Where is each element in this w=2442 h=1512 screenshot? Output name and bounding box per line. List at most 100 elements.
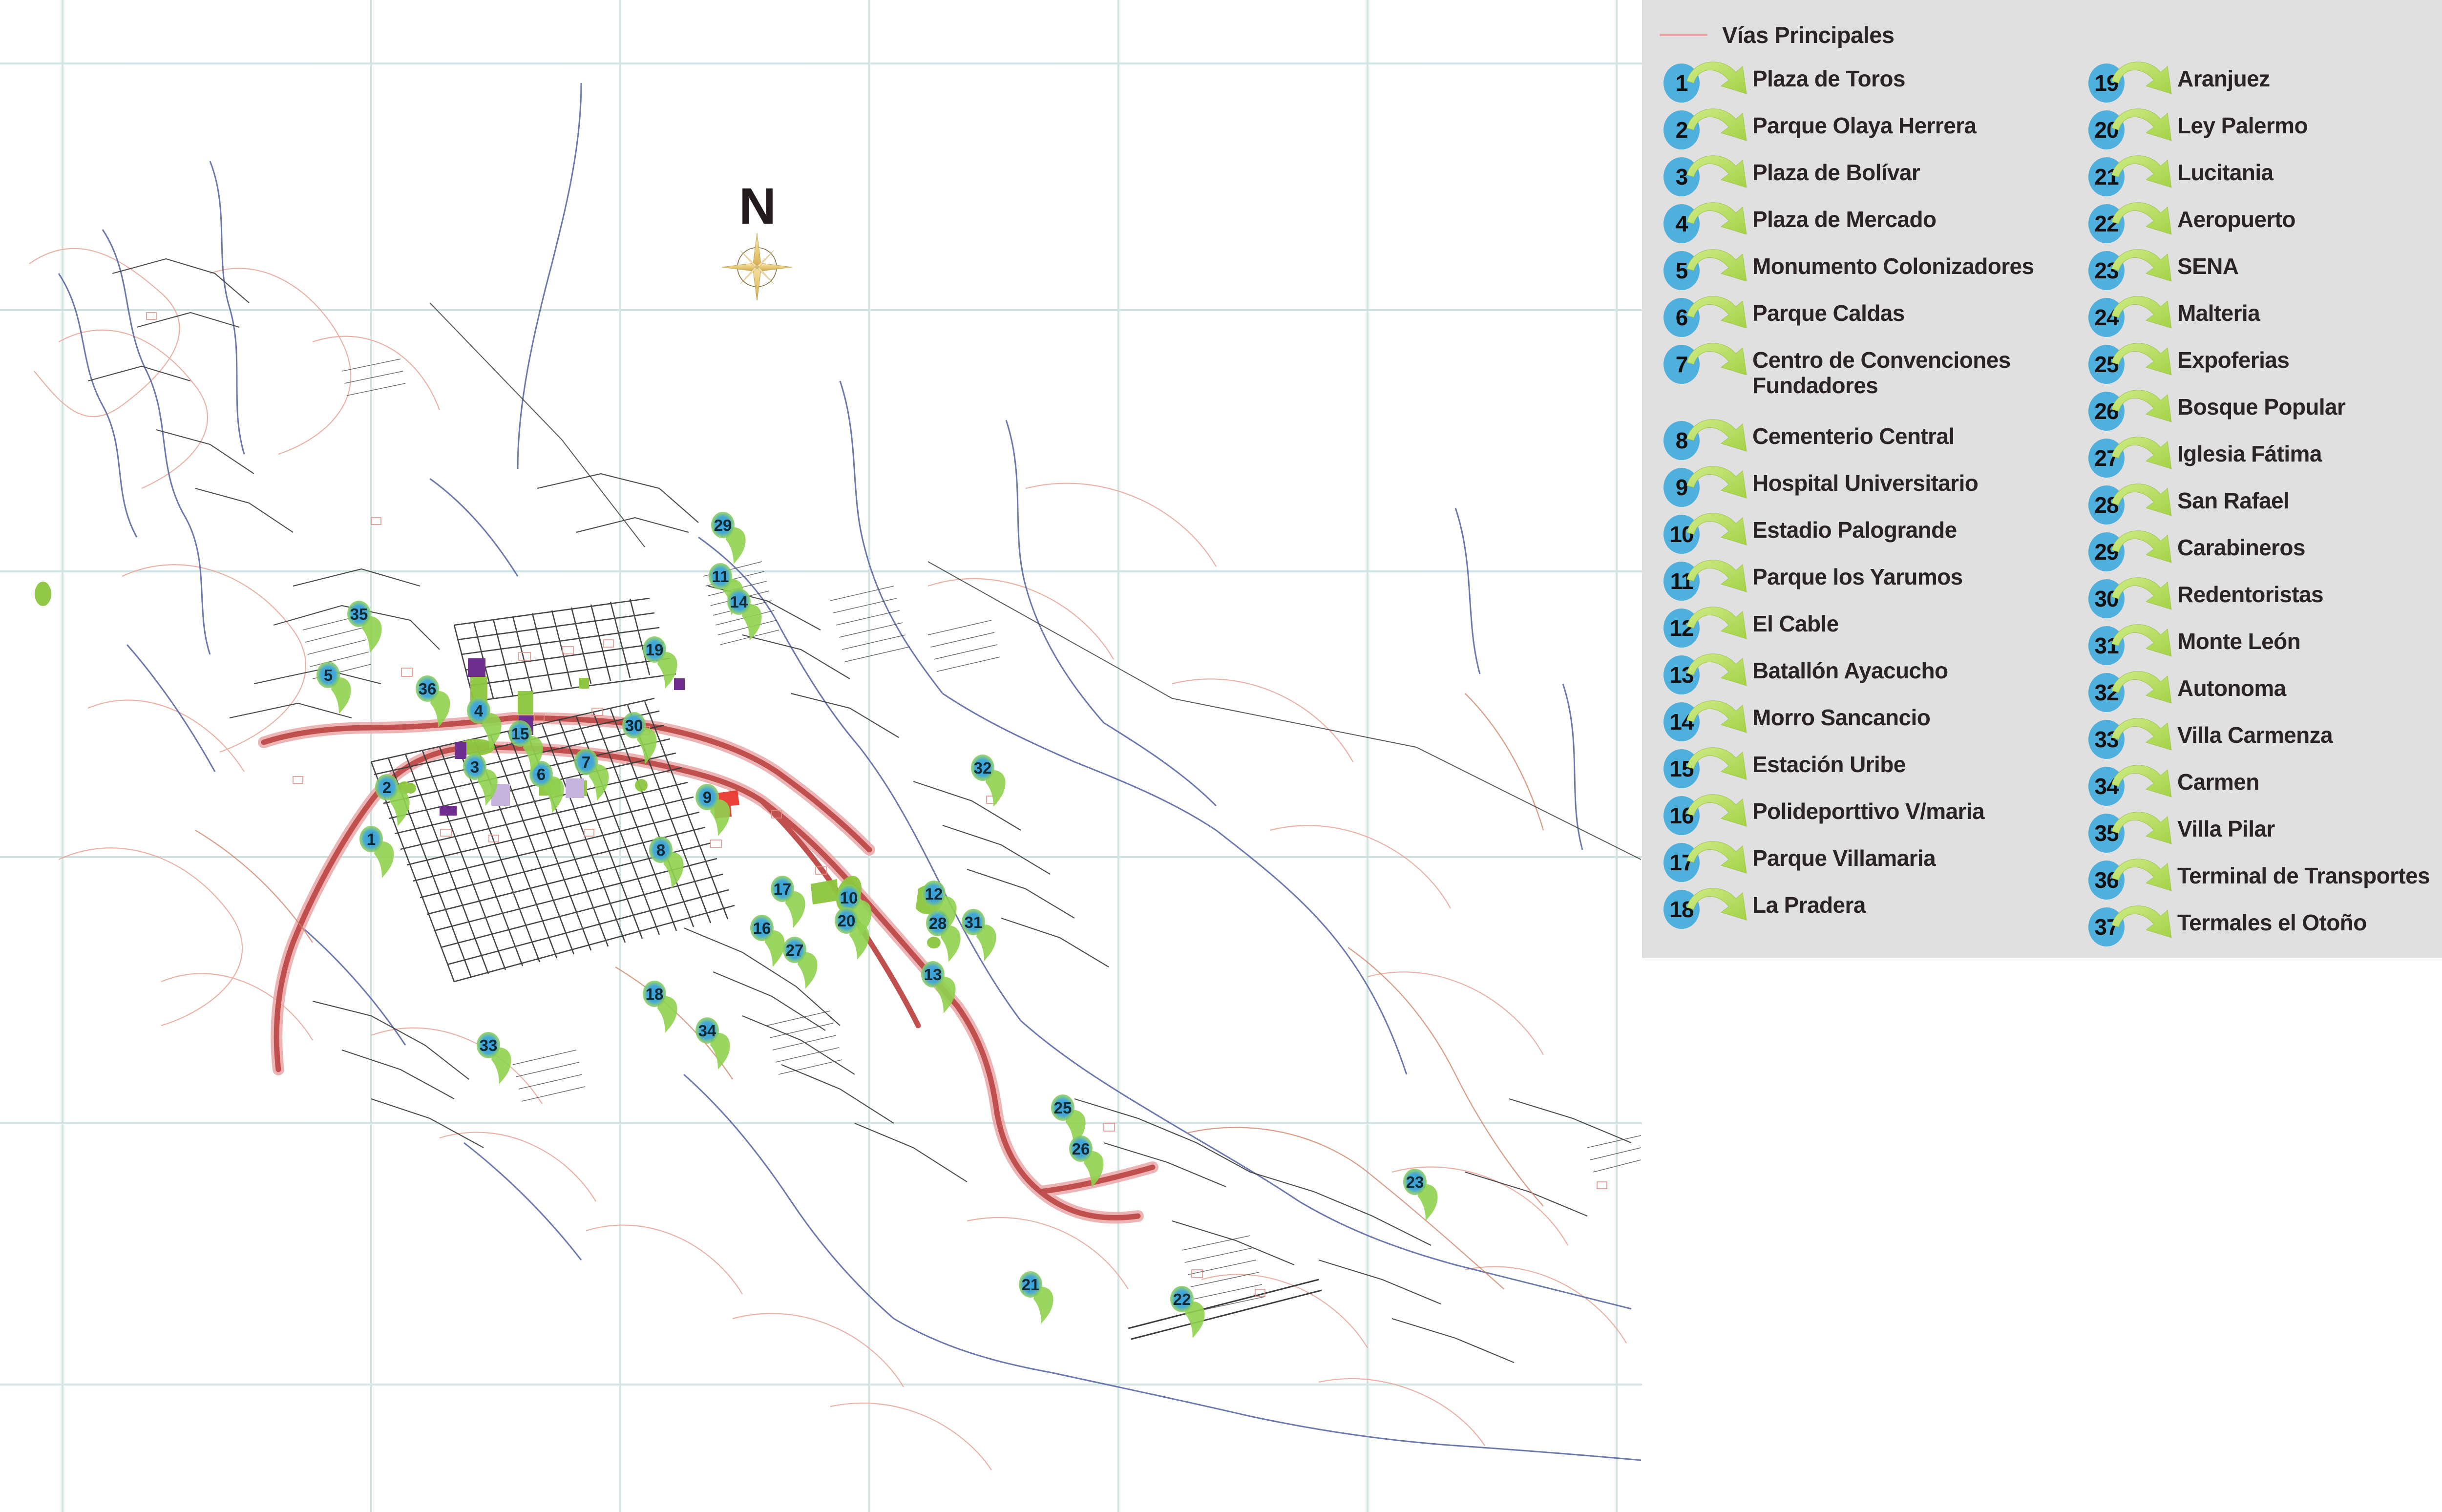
map-marker-number: 2 [382,778,391,797]
map-marker-13[interactable]: 13 [921,961,956,1013]
legend-item-label: Parque Olaya Herrera [1752,113,1977,138]
map-marker-number: 29 [714,516,732,534]
map-marker-31[interactable]: 31 [962,909,996,961]
map-marker-30[interactable]: 30 [622,712,657,764]
legend-item-8[interactable]: 8 Cementerio Central [1657,416,2086,463]
map-marker-14[interactable]: 14 [727,588,762,641]
curved-arrow-icon [1686,202,1747,235]
map-marker-27[interactable]: 27 [783,937,818,989]
legend-item-label: Villa Pilar [2177,816,2275,841]
legend-item-6[interactable]: 6 Parque Caldas [1657,293,2086,340]
map-marker-9[interactable]: 9 [695,784,730,836]
legend-marker-10: 10 [1657,510,1752,557]
legend-item-5[interactable]: 5 Monumento Colonizadores [1657,246,2086,293]
map-marker-1[interactable]: 1 [359,826,394,878]
legend-item-7[interactable]: 7 Centro de Convenciones Fundadores [1657,340,2086,416]
curved-arrow-icon [2111,718,2172,751]
map-marker-17[interactable]: 17 [771,876,805,928]
legend-item-34[interactable]: 34 Carmen [2082,762,2442,809]
legend-item-12[interactable]: 12 El Cable [1657,604,2086,651]
legend-marker-28: 28 [2082,481,2177,527]
curved-arrow-icon [2111,62,2172,94]
map-marker-7[interactable]: 7 [574,749,609,801]
legend-item-23[interactable]: 23 SENA [2082,246,2442,293]
legend-item-22[interactable]: 22 Aeropuerto [2082,199,2442,246]
map-marker-24[interactable]: 24 [1694,1169,1728,1221]
legend-item-17[interactable]: 17 Parque Villamaria [1657,838,2086,885]
map-marker-6[interactable]: 6 [529,761,564,813]
legend-marker-3: 3 [1657,152,1752,199]
map-marker-34[interactable]: 34 [695,1017,730,1070]
legend-item-11[interactable]: 11 Parque los Yarumos [1657,557,2086,604]
map-marker-32[interactable]: 32 [971,755,1006,807]
map-marker-33[interactable]: 33 [477,1032,511,1084]
legend-item-32[interactable]: 32 Autonoma [2082,668,2442,715]
map-marker-37[interactable]: 37 [1849,1323,1884,1375]
street-network-outer [87,258,1632,1364]
legend-item-13[interactable]: 13 Batallón Ayacucho [1657,651,2086,697]
legend-item-10[interactable]: 10 Estadio Palogrande [1657,510,2086,557]
legend-item-26[interactable]: 26 Bosque Popular [2082,387,2442,434]
curved-arrow-icon [1686,607,1747,639]
legend-item-2[interactable]: 2 Parque Olaya Herrera [1657,105,2086,152]
map-marker-8[interactable]: 8 [649,837,684,889]
legend-badge-number: 7 [1675,352,1688,377]
legend-item-37[interactable]: 37 Termales el Otoño [2082,903,2442,949]
map-marker-4[interactable]: 4 [467,697,502,750]
map-marker-15[interactable]: 15 [508,720,543,773]
legend-marker-16: 16 [1657,791,1752,838]
legend-item-28[interactable]: 28 San Rafael [2082,481,2442,527]
map-marker-3[interactable]: 3 [463,754,498,806]
map-marker-20[interactable]: 20 [835,907,869,960]
curved-arrow-icon [2111,530,2172,563]
legend-item-31[interactable]: 31 Monte León [2082,621,2442,668]
legend-item-3[interactable]: 3 Plaza de Bolívar [1657,152,2086,199]
map-marker-28[interactable]: 28 [926,910,961,962]
map-marker-5[interactable]: 5 [316,662,351,714]
legend-item-1[interactable]: 1 Plaza de Toros [1657,59,2086,105]
legend-item-27[interactable]: 27 Iglesia Fátima [2082,434,2442,481]
map-marker-12[interactable]: 12 [922,881,957,933]
legend-item-25[interactable]: 25 Expoferias [2082,340,2442,387]
map-marker-22[interactable]: 22 [1170,1286,1205,1338]
map-marker-36[interactable]: 36 [416,675,450,728]
map-marker-26[interactable]: 26 [1069,1135,1104,1188]
map-marker-21[interactable]: 21 [1019,1271,1053,1323]
legend-marker-7: 7 [1657,340,1752,387]
map-marker-23[interactable]: 23 [1403,1169,1438,1221]
curved-arrow-icon [2111,483,2172,516]
map-marker-18[interactable]: 18 [643,981,677,1033]
legend-item-33[interactable]: 33 Villa Carmenza [2082,715,2442,762]
legend-item-18[interactable]: 18 La Pradera [1657,885,2086,932]
curved-arrow-icon [2111,905,2172,938]
legend-item-36[interactable]: 36 Terminal de Transportes [2082,856,2442,903]
legend-item-20[interactable]: 20 Ley Palermo [2082,105,2442,152]
map-marker-number: 25 [1054,1099,1072,1117]
map-marker-number: 18 [646,985,664,1003]
legend-item-4[interactable]: 4 Plaza de Mercado [1657,199,2086,246]
legend-item-21[interactable]: 21 Lucitania [2082,152,2442,199]
legend-item-15[interactable]: 15 Estación Uribe [1657,744,2086,791]
legend-item-35[interactable]: 35 Villa Pilar [2082,809,2442,856]
legend-item-29[interactable]: 29 Carabineros [2082,527,2442,574]
map-marker-29[interactable]: 29 [711,512,746,564]
map-marker-19[interactable]: 19 [643,636,677,689]
legend-marker-21: 21 [2082,152,2177,199]
legend-item-14[interactable]: 14 Morro Sancancio [1657,697,2086,744]
legend-item-label: Plaza de Toros [1752,66,1905,91]
map-marker-16[interactable]: 16 [750,915,785,967]
legend-item-label: Autonoma [2177,675,2286,701]
legend-item-label: Ley Palermo [2177,113,2308,138]
legend-column-left: 1 Plaza de Toros 2 Parque Olaya Herrera 3 Pla… [1657,59,2086,932]
map-marker-35[interactable]: 35 [347,601,382,653]
legend-item-16[interactable]: 16 Polideporttivo V/maria [1657,791,2086,838]
legend-item-30[interactable]: 30 Redentoristas [2082,574,2442,621]
legend-item-24[interactable]: 24 Malteria [2082,293,2442,340]
legend-item-19[interactable]: 19 Aranjuez [2082,59,2442,105]
block-hatching [302,358,1642,1312]
legend-item-9[interactable]: 9 Hospital Universitario [1657,463,2086,510]
legend-badge-number: 1 [1675,70,1688,96]
map-marker-2[interactable]: 2 [375,774,410,826]
legend-item-label: Morro Sancancio [1752,705,1931,730]
